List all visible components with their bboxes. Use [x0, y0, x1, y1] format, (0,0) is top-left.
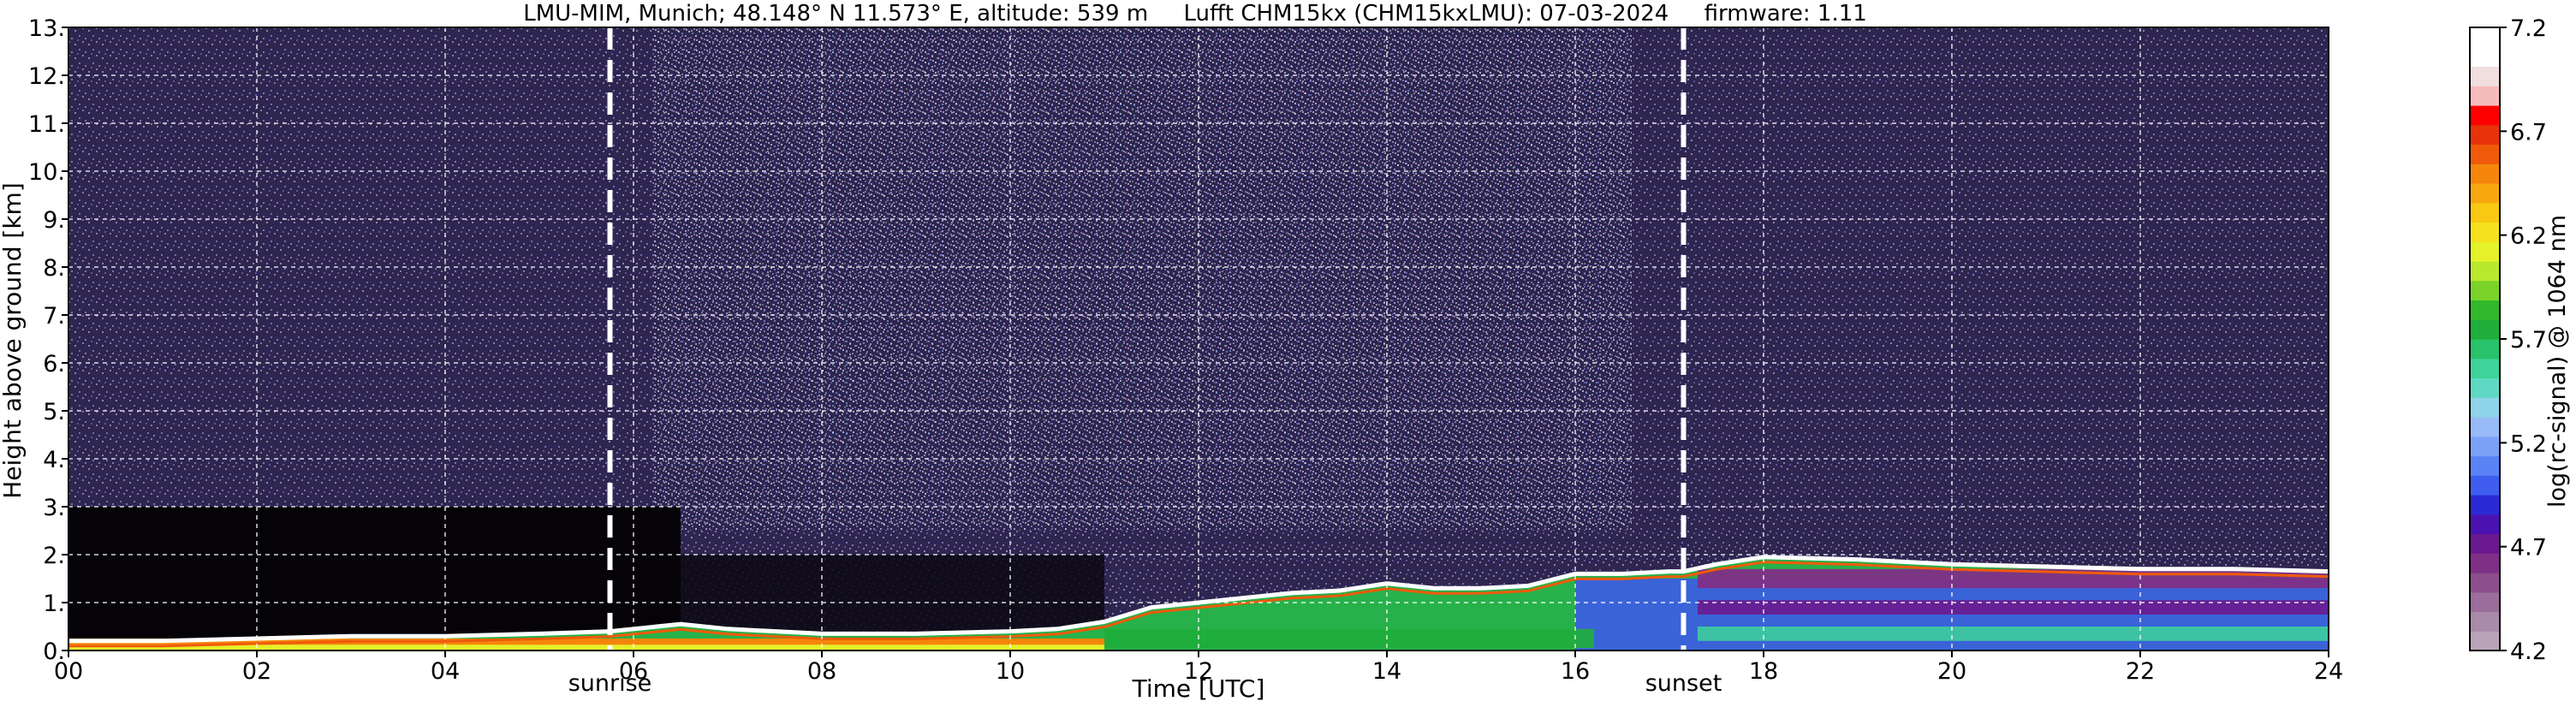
- x-tick-label: 16: [1561, 658, 1590, 685]
- colorbar-segment: [2470, 553, 2500, 573]
- colorbar-segment: [2470, 261, 2500, 282]
- sunrise-label: sunrise: [568, 670, 652, 697]
- colorbar-segment: [2470, 241, 2500, 262]
- y-tick-label: 6.: [43, 351, 65, 377]
- y-tick-label: 2.: [43, 543, 65, 569]
- y-tick-label: 4.: [43, 447, 65, 473]
- colorbar-segment: [2470, 105, 2500, 126]
- colorbar-segment: [2470, 573, 2500, 593]
- midday-green-layer: [1104, 628, 1594, 649]
- x-tick-label: 18: [1749, 658, 1778, 685]
- x-tick-label: 06: [619, 658, 648, 685]
- y-tick-label: 12.: [28, 63, 65, 90]
- x-tick-label: 10: [996, 658, 1025, 685]
- x-tick-label: 24: [2314, 658, 2343, 685]
- colorbar-tick-label: 5.7: [2510, 327, 2547, 354]
- y-axis-label: Height above ground [km]: [0, 182, 27, 499]
- colorbar-tick-label: 7.2: [2510, 15, 2547, 42]
- colorbar-segment: [2470, 631, 2500, 651]
- colorbar-segment: [2470, 66, 2500, 86]
- colorbar-segment: [2470, 202, 2500, 223]
- colorbar-label: log(rc-signal) @ 1064 nm: [2544, 215, 2571, 508]
- colorbar-tick-label: 4.2: [2510, 639, 2547, 665]
- evening-green-band: [1698, 627, 2329, 641]
- y-tick-label: 10.: [28, 159, 65, 186]
- colorbar-segment: [2470, 533, 2500, 554]
- x-tick-label: 04: [431, 658, 460, 685]
- y-tick-label: 11.: [28, 111, 65, 138]
- colorbar-segment: [2470, 339, 2500, 359]
- x-axis-label: Time [UTC]: [1132, 674, 1265, 703]
- colorbar-segment: [2470, 397, 2500, 418]
- colorbar-segment: [2470, 163, 2500, 184]
- colorbar-tick-label: 5.2: [2510, 431, 2547, 457]
- x-tick-label: 02: [242, 658, 271, 685]
- colorbar-segment: [2470, 455, 2500, 476]
- axes-layer: 00 02 04 06 08 10 12 14 16 18 20 22 24 0. 1. 2. 3. 4. 5. 6.…: [28, 15, 2343, 685]
- y-tick-label: 3.: [43, 495, 65, 521]
- colorbar-segment: [2470, 144, 2500, 164]
- sunset-label: sunset: [1645, 670, 1722, 697]
- colorbar-segment: [2470, 377, 2500, 398]
- x-tick-label: 14: [1372, 658, 1401, 685]
- colorbar-segment: [2470, 495, 2500, 515]
- colorbar-tick-label: 6.2: [2510, 223, 2547, 250]
- colorbar: 4.2 4.7 5.2 5.7 6.2 6.7 7.2: [2469, 15, 2547, 665]
- aerosol-layer-top-line: [68, 555, 2329, 644]
- colorbar-segment: [2470, 86, 2500, 106]
- colorbar-segment: [2470, 46, 2500, 68]
- colorbar-tick-label: 4.7: [2510, 535, 2547, 561]
- y-tick-label: 9.: [43, 207, 65, 234]
- y-tick-label: 8.: [43, 255, 65, 282]
- colorbar-segment: [2470, 514, 2500, 535]
- colorbar-segment: [2470, 591, 2500, 613]
- colorbar-segment: [2470, 280, 2500, 301]
- colorbar-segment: [2470, 475, 2500, 496]
- x-tick-label: 08: [807, 658, 836, 685]
- y-tick-label: 7.: [43, 303, 65, 330]
- y-tick-label: 5.: [43, 399, 65, 425]
- colorbar-segment: [2470, 222, 2500, 242]
- colorbar-segment: [2470, 436, 2500, 457]
- daytime-noise: [652, 27, 1632, 531]
- surface-yellow-layer: [68, 645, 1104, 651]
- colorbar-segment: [2470, 183, 2500, 204]
- colorbar-segment: [2470, 611, 2500, 632]
- colorbar-segment: [2470, 358, 2500, 379]
- chart-title: LMU-MIM, Munich; 48.148° N 11.573° E, al…: [523, 1, 1867, 27]
- evening-purple-band: [1698, 600, 2329, 615]
- colorbar-segment: [2470, 319, 2500, 340]
- colorbar-segment: [2470, 27, 2500, 48]
- y-tick-label: 0.: [43, 639, 65, 665]
- x-tick-label: 12: [1184, 658, 1213, 685]
- colorbar-tick-label: 6.7: [2510, 119, 2547, 146]
- night-low-region: [68, 507, 681, 651]
- x-tick-label: 00: [54, 658, 83, 685]
- y-tick-label: 13.: [28, 15, 65, 42]
- x-tick-label: 22: [2126, 658, 2155, 685]
- x-tick-label: 20: [1937, 658, 1966, 685]
- colorbar-segment: [2470, 417, 2500, 437]
- colorbar-segment: [2470, 300, 2500, 320]
- aerosol-layer-edge: [68, 561, 2329, 648]
- colorbar-segment: [2470, 124, 2500, 146]
- y-tick-label: 1.: [43, 591, 65, 617]
- grid-layer: [68, 27, 2329, 651]
- marker-layer: sunrise sunset: [568, 27, 1722, 697]
